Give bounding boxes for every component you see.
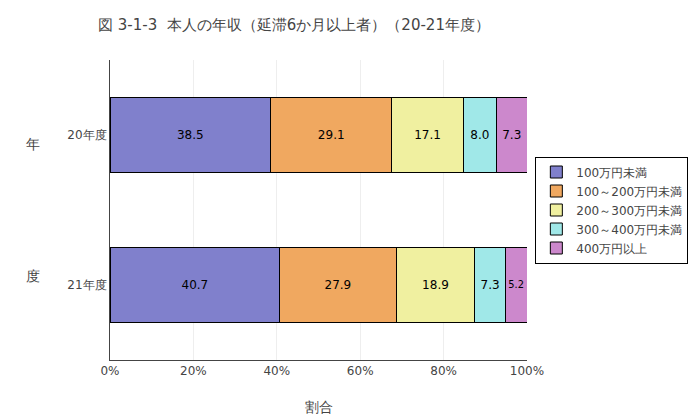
svg-text:度: 度	[26, 268, 40, 284]
svg-text:20%: 20%	[180, 364, 207, 378]
svg-text:5.2: 5.2	[508, 279, 524, 290]
svg-text:18.9: 18.9	[422, 278, 449, 292]
svg-text:200～300万円未満: 200～300万円未満	[576, 204, 682, 218]
svg-text:38.5: 38.5	[177, 128, 204, 142]
svg-text:27.9: 27.9	[325, 278, 352, 292]
svg-text:100万円未満: 100万円未満	[576, 166, 647, 180]
svg-text:29.1: 29.1	[318, 128, 345, 142]
svg-text:0%: 0%	[100, 364, 119, 378]
svg-text:100～200万円未満: 100～200万円未満	[576, 185, 682, 199]
svg-text:100%: 100%	[510, 364, 544, 378]
svg-text:図 3-1-3 本人の年収（延滞6か月以上者）（20-21: 図 3-1-3 本人の年収（延滞6か月以上者）（20-21年度）	[98, 16, 490, 34]
svg-text:8.0: 8.0	[470, 128, 489, 142]
svg-text:80%: 80%	[430, 364, 457, 378]
svg-text:年: 年	[26, 136, 40, 152]
svg-text:割合: 割合	[305, 399, 333, 415]
svg-text:60%: 60%	[347, 364, 374, 378]
svg-text:40%: 40%	[263, 364, 290, 378]
svg-text:7.3: 7.3	[481, 278, 500, 292]
svg-text:7.3: 7.3	[502, 128, 521, 142]
svg-text:400万円以上: 400万円以上	[576, 242, 647, 256]
svg-text:20年度: 20年度	[67, 128, 106, 142]
svg-text:17.1: 17.1	[414, 128, 441, 142]
svg-text:300～400万円未満: 300～400万円未満	[576, 223, 682, 237]
svg-text:21年度: 21年度	[67, 278, 106, 292]
svg-text:40.7: 40.7	[182, 278, 209, 292]
